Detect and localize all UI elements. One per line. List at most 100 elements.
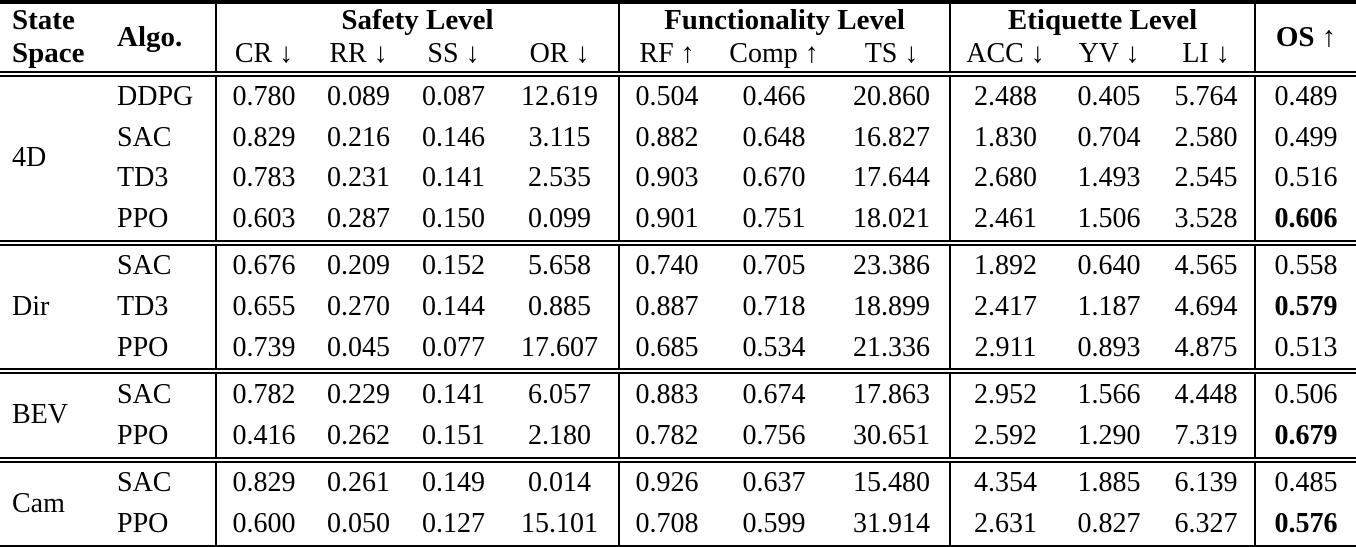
table-row: PPO 0.416 0.262 0.151 2.180 0.782 0.756 30.651 2… [0, 415, 1356, 460]
value-cell: 5.658 [528, 250, 592, 282]
header-row-metrics: CR ↓ RR ↓ SS ↓ OR ↓ RF ↑ Comp ↑ TS ↓ ACC… [0, 37, 1356, 74]
value-cell: 2.461 [949, 198, 1061, 243]
value-cell: 0.670 [742, 162, 806, 194]
value-cell: 0.050 [327, 508, 390, 540]
value-cell: 2.417 [949, 286, 1061, 328]
os-label: OS [1275, 20, 1315, 53]
state-space-cell: 4D [12, 142, 47, 174]
table-row: Dir SAC 0.676 0.209 0.152 5.658 0.740 0.705 23.3… [0, 242, 1356, 322]
value-cell: 0.883 [618, 371, 715, 416]
value-cell: 17.644 [853, 162, 931, 194]
table-row: SAC 0.829 0.216 0.146 3.115 0.882 0.648 16.827 1… [0, 117, 1356, 159]
value-cell: 20.860 [853, 81, 931, 113]
value-cell: 1.187 [1077, 291, 1141, 323]
col-header-yv: YV ↓ [1078, 38, 1140, 70]
value-cell: 0.506 [1254, 371, 1356, 416]
algo-cell: PPO [117, 508, 169, 540]
col-header-state-space: State Space [0, 2, 115, 74]
value-cell: 2.911 [949, 327, 1061, 372]
col-group-functionality-level: Functionality Level [618, 2, 951, 38]
value-cell: 0.262 [327, 420, 390, 452]
value-cell: 0.739 [215, 327, 311, 372]
value-cell: 0.152 [422, 250, 485, 282]
col-header-li: LI ↓ [1182, 38, 1230, 70]
state-space-line2: Space [12, 37, 85, 70]
value-cell: 0.679 [1254, 415, 1356, 460]
value-cell: 17.607 [521, 331, 599, 363]
value-cell: 0.151 [422, 420, 485, 452]
value-cell: 0.270 [327, 291, 390, 323]
value-cell: 0.014 [528, 467, 592, 499]
value-cell: 1.892 [949, 242, 1061, 287]
value-cell: 23.386 [853, 250, 931, 282]
value-cell: 0.485 [1254, 459, 1356, 504]
value-cell: 4.875 [1174, 331, 1238, 363]
value-cell: 0.782 [215, 371, 311, 416]
col-header-rf: RF ↑ [618, 37, 715, 74]
value-cell: 16.827 [853, 122, 931, 153]
value-cell: 0.558 [1254, 242, 1356, 287]
value-cell: 2.680 [949, 158, 1061, 199]
value-cell: 0.149 [422, 467, 485, 499]
algo-cell: TD3 [117, 291, 169, 323]
value-cell: 0.141 [422, 162, 485, 194]
value-cell: 0.751 [742, 203, 806, 235]
value-cell: 1.885 [1077, 467, 1141, 499]
value-cell: 0.600 [215, 503, 311, 547]
value-cell: 6.057 [528, 378, 592, 410]
table-row: Cam SAC 0.829 0.261 0.149 0.014 0.926 0.637 15.4… [0, 459, 1356, 519]
col-header-ss: SS ↓ [427, 38, 480, 70]
value-cell: 0.229 [327, 378, 390, 410]
value-cell: 0.416 [215, 415, 311, 460]
value-cell: 0.516 [1254, 158, 1356, 199]
value-cell: 0.606 [1254, 198, 1356, 243]
table-row: TD3 0.655 0.270 0.144 0.885 0.887 0.718 18.899 2… [0, 286, 1356, 328]
value-cell: 2.592 [949, 415, 1061, 460]
value-cell: 2.488 [949, 73, 1061, 118]
value-cell: 0.885 [528, 291, 592, 323]
value-cell: 1.830 [949, 117, 1061, 159]
row-group-dir: Dir SAC 0.676 0.209 0.152 5.658 0.740 0.705 23.3… [0, 242, 1356, 372]
value-cell: 0.504 [618, 73, 715, 118]
row-group-bev: BEV SAC 0.782 0.229 0.141 6.057 0.883 0.674 17.8… [0, 371, 1356, 460]
value-cell: 1.506 [1077, 203, 1141, 235]
algo-cell: TD3 [117, 162, 169, 194]
up-arrow-icon: ↑ [1321, 20, 1337, 53]
value-cell: 0.637 [742, 467, 806, 499]
value-cell: 0.648 [742, 122, 806, 153]
value-cell: 0.829 [215, 117, 311, 159]
value-cell: 0.127 [422, 508, 485, 540]
value-cell: 3.528 [1174, 203, 1238, 235]
value-cell: 0.783 [215, 158, 311, 199]
value-cell: 0.466 [742, 81, 806, 113]
value-cell: 0.579 [1254, 286, 1356, 328]
value-cell: 0.141 [422, 378, 485, 410]
value-cell: 4.565 [1174, 250, 1238, 282]
value-cell: 7.319 [1174, 420, 1238, 452]
value-cell: 0.489 [1254, 73, 1356, 118]
value-cell: 18.899 [853, 291, 931, 323]
algo-cell: PPO [117, 331, 169, 363]
value-cell: 5.764 [1174, 81, 1238, 113]
value-cell: 2.631 [949, 503, 1061, 547]
value-cell: 2.535 [528, 162, 592, 194]
table-row: PPO 0.603 0.287 0.150 0.099 0.901 0.751 18.021 2… [0, 198, 1356, 243]
value-cell: 0.705 [742, 250, 806, 282]
col-header-cr: CR ↓ [215, 37, 311, 74]
value-cell: 0.045 [327, 331, 390, 363]
value-cell: 0.405 [1077, 81, 1141, 113]
value-cell: 0.499 [1254, 117, 1356, 159]
col-group-etiquette-level: Etiquette Level [949, 2, 1256, 38]
value-cell: 0.089 [327, 81, 390, 113]
value-cell: 0.087 [422, 81, 485, 113]
algo-cell: PPO [117, 420, 169, 452]
header-row-groups: State Space Algo. Safety Level Functiona… [0, 2, 1356, 74]
value-cell: 0.674 [742, 378, 806, 410]
col-header-ts: TS ↓ [864, 38, 919, 70]
col-header-or: OR ↓ [529, 38, 590, 70]
value-cell: 17.863 [853, 378, 931, 410]
state-space-line1: State [12, 4, 75, 36]
value-cell: 15.101 [521, 508, 599, 540]
value-cell: 0.704 [1077, 122, 1141, 153]
